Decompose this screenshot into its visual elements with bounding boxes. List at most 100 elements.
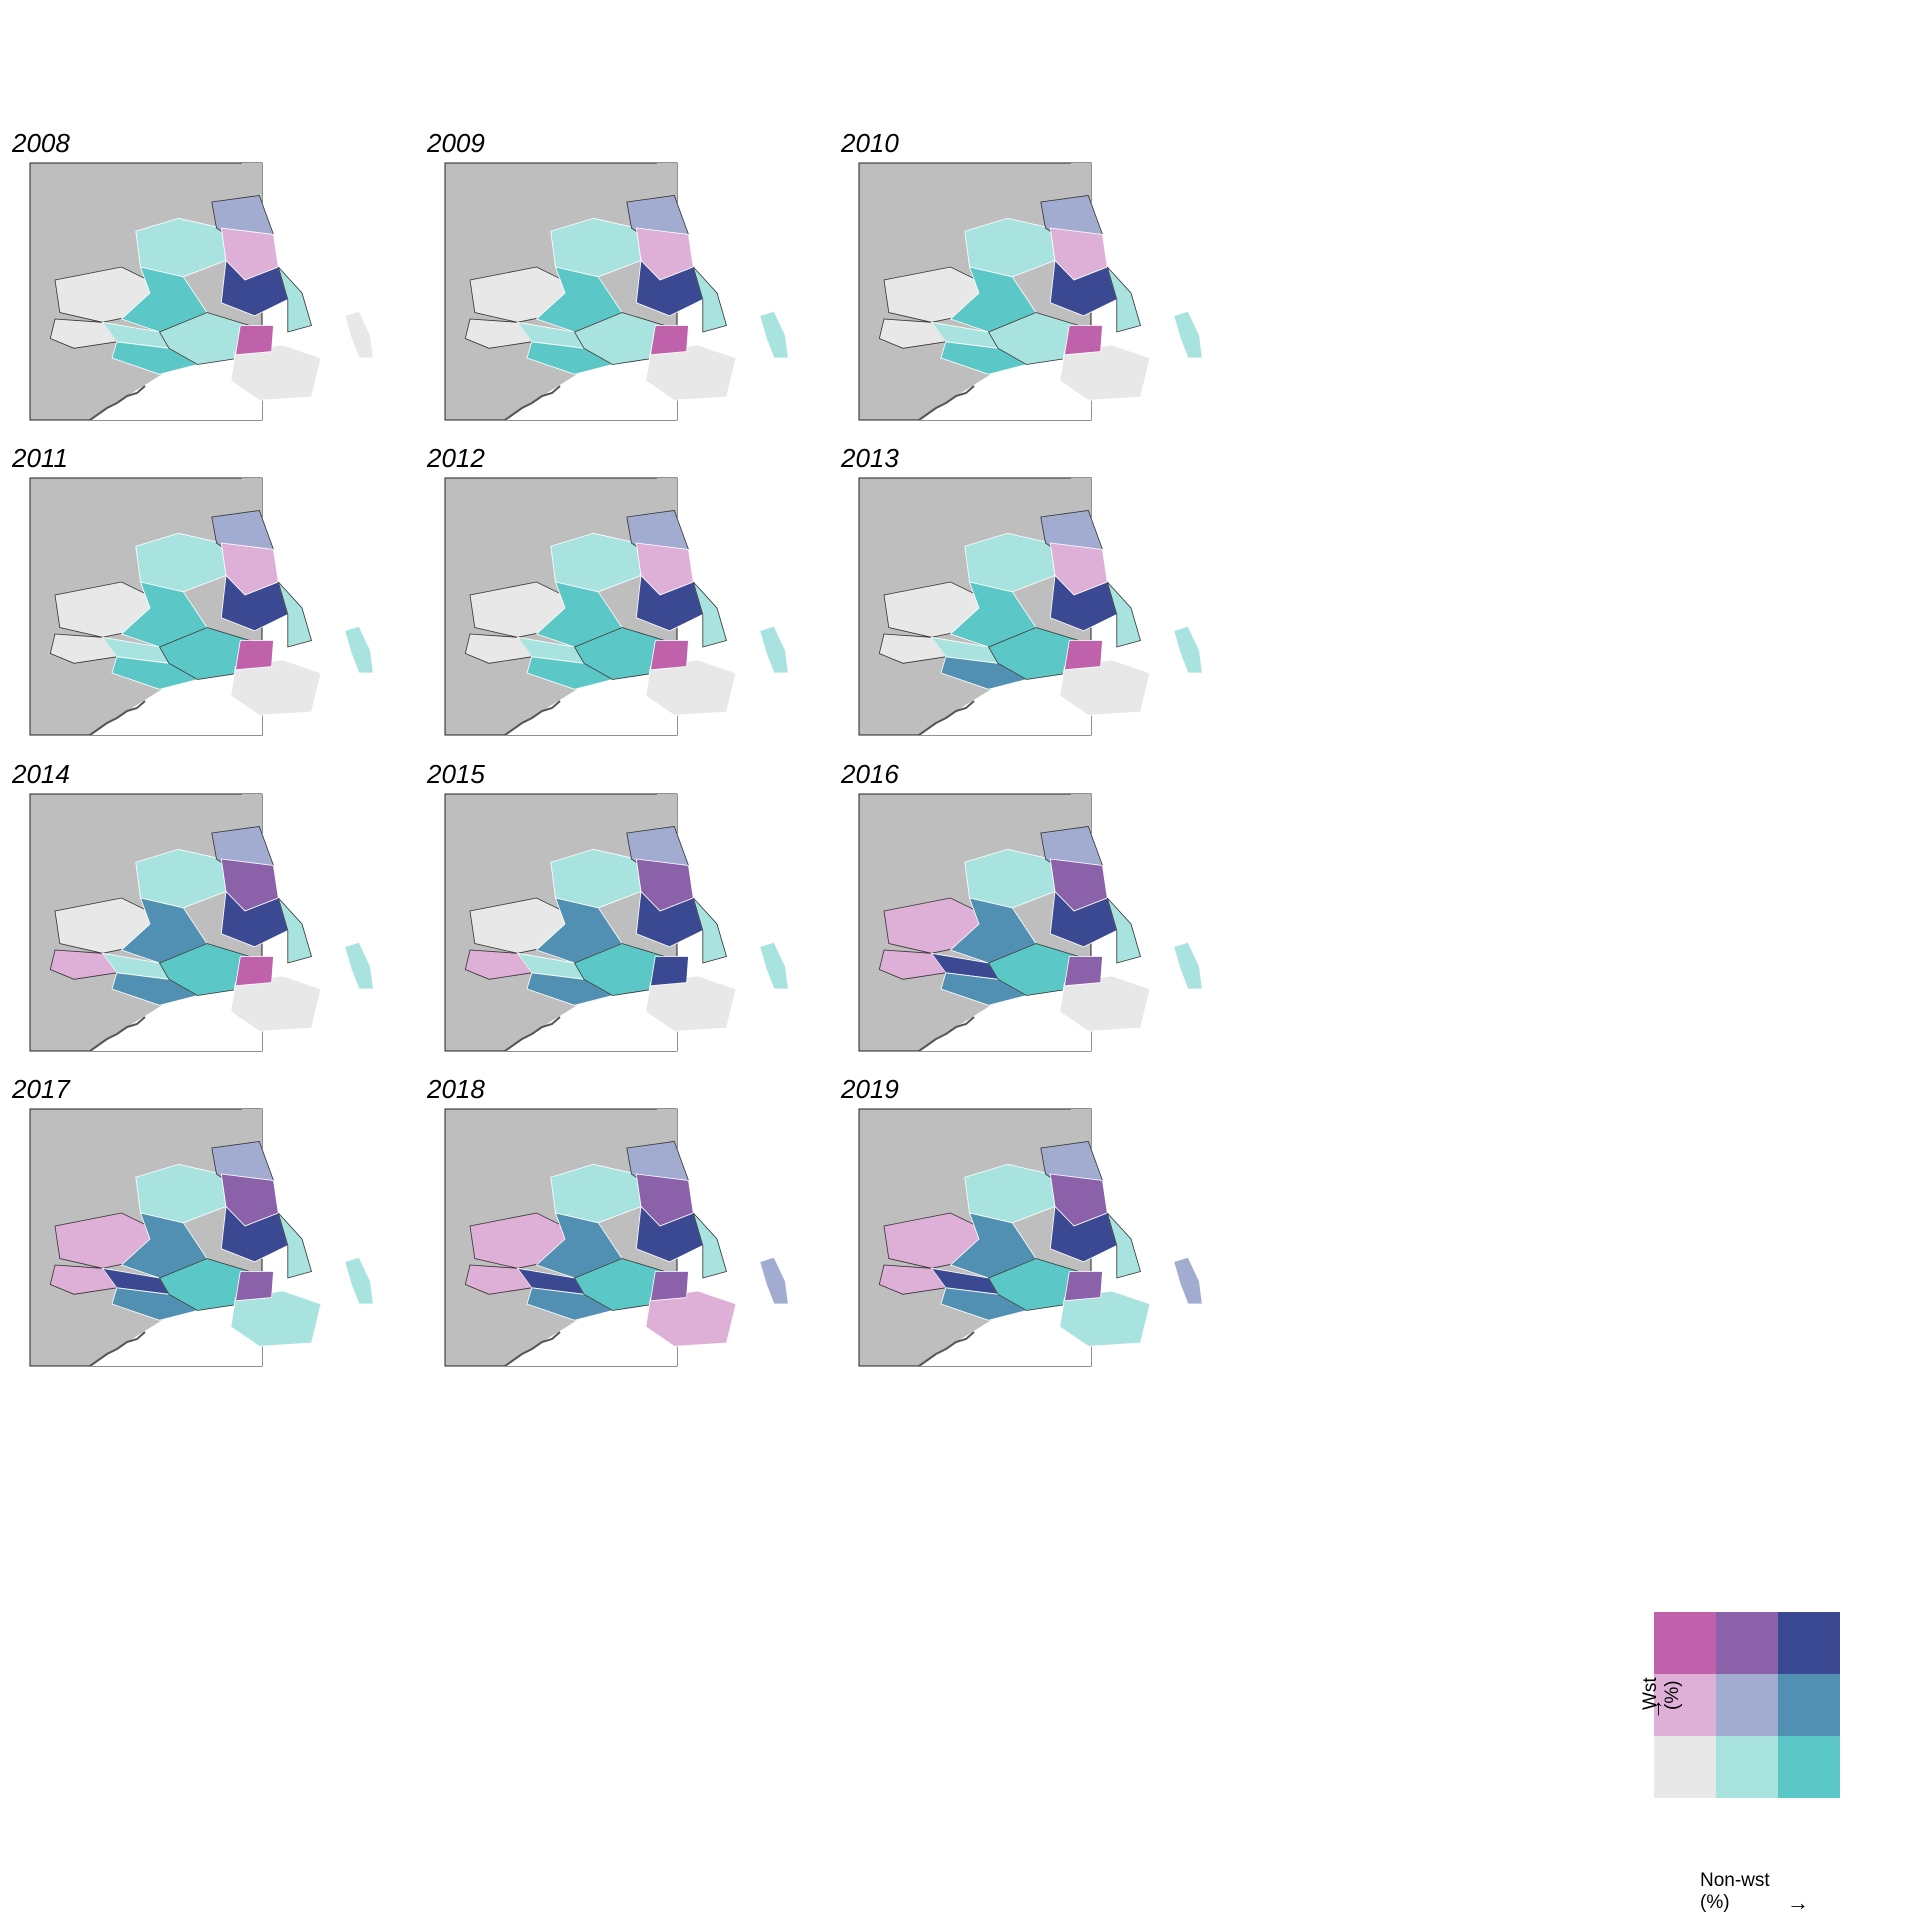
coastline — [89, 700, 146, 736]
region-13 — [344, 310, 374, 359]
region-12 — [1106, 897, 1141, 964]
coastline — [918, 1331, 975, 1367]
region-13 — [1173, 941, 1203, 990]
region-3 — [49, 1264, 118, 1295]
region-5 — [526, 341, 614, 375]
region-8 — [1064, 956, 1103, 987]
region-8 — [650, 325, 689, 356]
coastline — [504, 385, 561, 421]
region-7 — [230, 975, 322, 1032]
region-8 — [1064, 325, 1103, 356]
region-13 — [344, 941, 374, 990]
region-7 — [645, 1290, 737, 1347]
region-3 — [49, 633, 118, 664]
legend-cell-r0-c1 — [1716, 1612, 1778, 1674]
region-7 — [645, 975, 737, 1032]
region-13 — [759, 941, 789, 990]
panel-year-label: 2019 — [841, 1074, 899, 1104]
legend-cell-r1-c2 — [1778, 1674, 1840, 1736]
map-panel-2015: 2015 — [427, 759, 927, 1149]
region-8 — [235, 325, 274, 356]
region-13 — [1173, 1256, 1203, 1305]
legend-x-label: Non-wst (%) — [1700, 1870, 1770, 1913]
region-3 — [878, 1264, 947, 1295]
region-3 — [878, 949, 947, 980]
map-panel-2019: 2019 — [841, 1074, 1341, 1464]
region-13 — [344, 1256, 374, 1305]
region-5 — [940, 1287, 1028, 1321]
region-12 — [1106, 1212, 1141, 1279]
panel-year-label: 2017 — [12, 1074, 70, 1104]
region-7 — [230, 344, 322, 401]
region-5 — [526, 656, 614, 690]
choropleth-map — [29, 162, 374, 421]
bivariate-legend: Wst (%) → Non-wst (%) → — [1540, 1600, 1920, 1920]
region-3 — [878, 633, 947, 664]
coastline — [504, 1331, 561, 1367]
legend-cell-r0-c2 — [1778, 1612, 1840, 1674]
choropleth-map — [444, 793, 789, 1052]
map-panel-2008: 2008 — [12, 128, 512, 518]
region-13 — [759, 1256, 789, 1305]
region-3 — [464, 1264, 533, 1295]
region-5 — [526, 1287, 614, 1321]
region-7 — [1059, 659, 1151, 716]
region-12 — [277, 266, 312, 333]
region-5 — [940, 341, 1028, 375]
panel-year-label: 2014 — [12, 759, 70, 789]
coastline — [918, 1016, 975, 1052]
panel-year-label: 2018 — [427, 1074, 485, 1104]
region-8 — [1064, 640, 1103, 671]
legend-cell-r1-c1 — [1716, 1674, 1778, 1736]
region-13 — [1173, 310, 1203, 359]
panel-year-label: 2009 — [427, 128, 485, 158]
panel-year-label: 2010 — [841, 128, 899, 158]
map-panel-2018: 2018 — [427, 1074, 927, 1464]
legend-cell-r2-c2 — [1778, 1736, 1840, 1798]
region-7 — [645, 659, 737, 716]
choropleth-map — [29, 1108, 374, 1367]
legend-y-arrow: → — [1642, 1698, 1667, 1720]
legend-cell-r2-c0 — [1654, 1736, 1716, 1798]
region-7 — [230, 1290, 322, 1347]
region-7 — [645, 344, 737, 401]
region-7 — [230, 659, 322, 716]
panel-year-label: 2013 — [841, 443, 899, 473]
choropleth-map — [29, 793, 374, 1052]
region-8 — [650, 1271, 689, 1302]
region-8 — [235, 640, 274, 671]
region-13 — [1173, 625, 1203, 674]
map-panel-2013: 2013 — [841, 443, 1341, 833]
coastline — [918, 385, 975, 421]
choropleth-map — [858, 1108, 1203, 1367]
choropleth-map — [444, 477, 789, 736]
region-3 — [464, 949, 533, 980]
region-13 — [759, 625, 789, 674]
panel-year-label: 2015 — [427, 759, 485, 789]
legend-cell-r0-c0 — [1654, 1612, 1716, 1674]
map-panel-2010: 2010 — [841, 128, 1341, 518]
region-12 — [1106, 581, 1141, 648]
choropleth-map — [858, 793, 1203, 1052]
region-12 — [1106, 266, 1141, 333]
coastline — [89, 1331, 146, 1367]
region-12 — [277, 581, 312, 648]
legend-grid — [1654, 1612, 1840, 1798]
choropleth-map — [444, 162, 789, 421]
region-5 — [111, 341, 199, 375]
region-5 — [526, 972, 614, 1006]
region-5 — [940, 972, 1028, 1006]
region-3 — [49, 318, 118, 349]
region-3 — [878, 318, 947, 349]
panel-year-label: 2008 — [12, 128, 70, 158]
panel-year-label: 2012 — [427, 443, 485, 473]
coastline — [918, 700, 975, 736]
map-panel-2012: 2012 — [427, 443, 927, 833]
coastline — [504, 700, 561, 736]
region-12 — [692, 266, 727, 333]
region-12 — [692, 1212, 727, 1279]
choropleth-map — [29, 477, 374, 736]
region-8 — [650, 956, 689, 987]
region-5 — [111, 972, 199, 1006]
choropleth-map — [444, 1108, 789, 1367]
